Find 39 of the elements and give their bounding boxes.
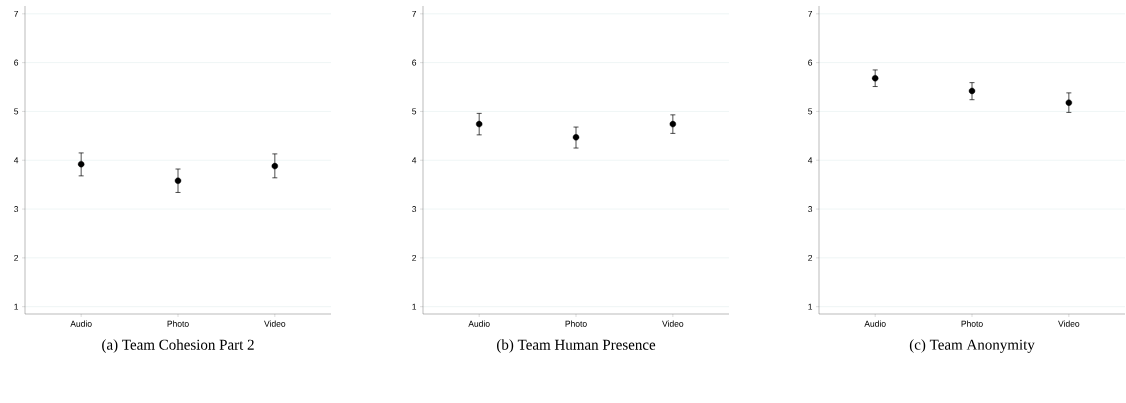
y-tick-label: 1 bbox=[14, 303, 19, 310]
y-tick-label: 7 bbox=[808, 10, 813, 17]
y-tick-label: 5 bbox=[808, 108, 813, 115]
x-tick-label: Video bbox=[264, 320, 286, 327]
y-tick-label: 2 bbox=[14, 254, 19, 261]
point bbox=[271, 162, 279, 170]
y-tick-label: 4 bbox=[13, 157, 19, 164]
x-tick-label: Video bbox=[662, 320, 684, 327]
x-tick-label: Photo bbox=[565, 320, 587, 327]
point bbox=[1065, 99, 1073, 106]
x-tick-label: Photo bbox=[167, 320, 189, 327]
x-tick-label: Photo bbox=[961, 320, 983, 327]
y-tick-label: 4 bbox=[807, 157, 813, 164]
x-tick-label: Audio bbox=[468, 320, 490, 327]
y-tick-label: 6 bbox=[808, 59, 813, 66]
y-tick-label: 6 bbox=[14, 59, 19, 66]
point bbox=[968, 87, 976, 95]
y-tick-label: 2 bbox=[808, 254, 813, 261]
y-tick-label: 3 bbox=[14, 206, 19, 213]
y-tick-label: 5 bbox=[14, 108, 19, 115]
point bbox=[871, 75, 879, 82]
y-tick-label: 7 bbox=[14, 10, 19, 17]
x-tick-label: Audio bbox=[70, 320, 92, 327]
point bbox=[77, 160, 85, 168]
point bbox=[174, 177, 182, 184]
x-tick-label: Video bbox=[1058, 320, 1080, 327]
y-tick-label: 6 bbox=[412, 59, 417, 66]
y-tick-label: 3 bbox=[808, 206, 813, 213]
y-tick-label: 4 bbox=[411, 157, 417, 164]
y-tick-label: 2 bbox=[412, 254, 417, 261]
y-tick-label: 3 bbox=[412, 206, 417, 213]
text: (c) Team Anonymity bbox=[909, 339, 1035, 353]
text: (b) Team Human Presence bbox=[497, 339, 656, 353]
x-tick-label: Audio bbox=[864, 320, 886, 327]
y-tick-label: 5 bbox=[412, 108, 417, 115]
y-tick-label: 1 bbox=[412, 303, 417, 310]
y-tick-label: 1 bbox=[808, 303, 813, 310]
y-tick-label: 7 bbox=[412, 10, 417, 17]
text: (a) Team Cohesion Part 2 bbox=[102, 339, 254, 353]
